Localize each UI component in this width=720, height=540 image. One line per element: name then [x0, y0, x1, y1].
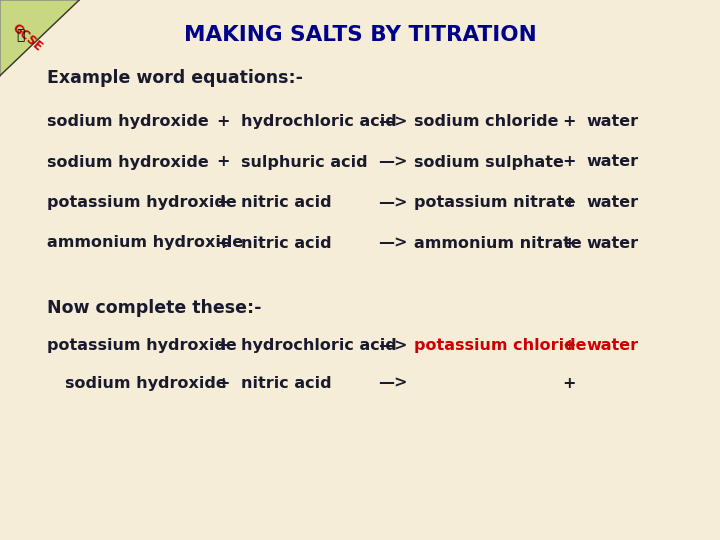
Text: +: +: [217, 114, 230, 129]
Text: ammonium nitrate: ammonium nitrate: [414, 235, 582, 251]
Text: water: water: [587, 338, 639, 353]
Text: sodium chloride: sodium chloride: [414, 114, 559, 129]
Text: +: +: [217, 338, 230, 353]
Text: +: +: [217, 235, 230, 251]
Text: +: +: [562, 195, 575, 210]
Text: —>: —>: [378, 376, 407, 391]
Text: sodium sulphate: sodium sulphate: [414, 154, 564, 170]
Text: +: +: [562, 338, 575, 353]
Text: nitric acid: nitric acid: [241, 195, 332, 210]
Text: sulphuric acid: sulphuric acid: [241, 154, 368, 170]
Text: —>: —>: [378, 154, 407, 170]
Text: Now complete these:-: Now complete these:-: [47, 299, 261, 317]
Text: —>: —>: [378, 235, 407, 251]
Text: +: +: [562, 376, 575, 391]
Text: sodium hydroxide: sodium hydroxide: [47, 114, 209, 129]
Text: potassium nitrate: potassium nitrate: [414, 195, 575, 210]
Text: potassium chloride: potassium chloride: [414, 338, 587, 353]
Text: water: water: [587, 235, 639, 251]
Text: +: +: [217, 376, 230, 391]
Text: sodium hydroxide: sodium hydroxide: [65, 376, 227, 391]
Text: hydrochloric acid: hydrochloric acid: [241, 338, 397, 353]
Text: +: +: [217, 154, 230, 170]
Text: nitric acid: nitric acid: [241, 376, 332, 391]
Text: —>: —>: [378, 338, 407, 353]
Text: potassium hydroxide: potassium hydroxide: [47, 195, 237, 210]
Text: potassium hydroxide: potassium hydroxide: [47, 338, 237, 353]
Text: MAKING SALTS BY TITRATION: MAKING SALTS BY TITRATION: [184, 25, 536, 45]
Text: 🌲: 🌲: [16, 28, 24, 42]
Text: —>: —>: [378, 195, 407, 210]
Text: sodium hydroxide: sodium hydroxide: [47, 154, 209, 170]
Text: ammonium hydroxide: ammonium hydroxide: [47, 235, 243, 251]
Text: hydrochloric acid: hydrochloric acid: [241, 114, 397, 129]
Text: +: +: [217, 195, 230, 210]
Text: +: +: [562, 114, 575, 129]
Text: water: water: [587, 154, 639, 170]
Text: Example word equations:-: Example word equations:-: [47, 69, 303, 87]
Polygon shape: [0, 0, 79, 76]
Text: GCSE: GCSE: [9, 22, 45, 54]
Text: water: water: [587, 195, 639, 210]
Text: nitric acid: nitric acid: [241, 235, 332, 251]
Text: water: water: [587, 114, 639, 129]
Text: —>: —>: [378, 114, 407, 129]
Text: +: +: [562, 154, 575, 170]
Text: +: +: [562, 235, 575, 251]
